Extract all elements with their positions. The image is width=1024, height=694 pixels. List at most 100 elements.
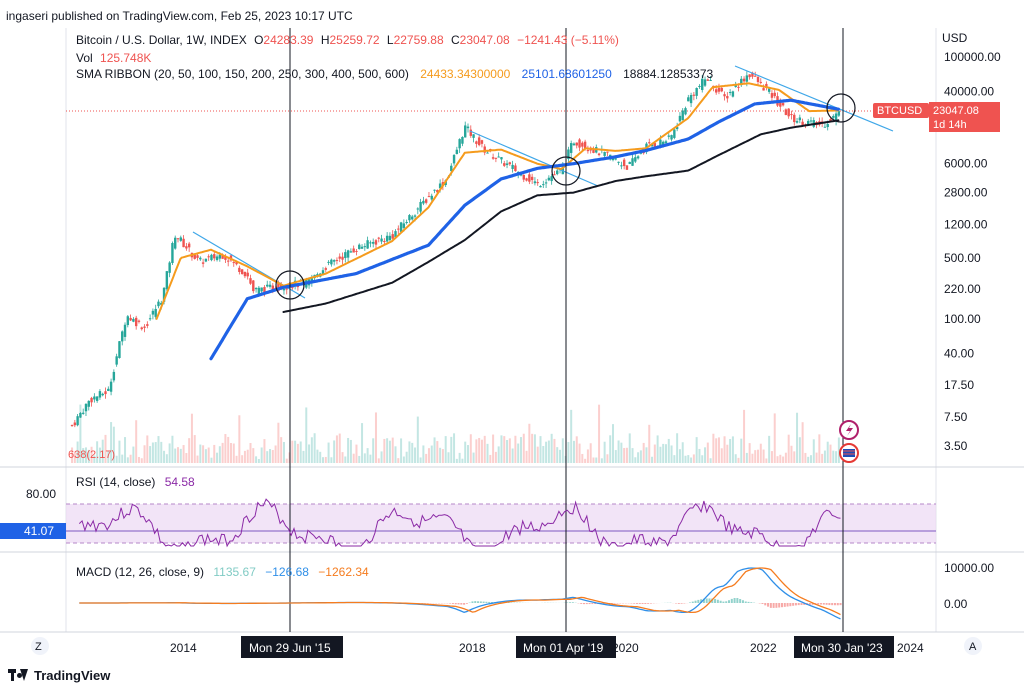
macd-hist-bar: [714, 598, 717, 603]
macd-hist-bar: [831, 603, 834, 606]
volume-bar: [174, 448, 177, 463]
volume-bar: [207, 447, 210, 463]
volume-bar: [386, 438, 389, 463]
volume-bar: [405, 451, 408, 463]
candle-body: [218, 254, 222, 259]
candle-body: [90, 397, 93, 403]
volume-bar: [185, 453, 188, 463]
volume-bar: [137, 456, 140, 463]
volume-bar: [547, 440, 550, 463]
volume-bar: [809, 455, 812, 463]
volume-bar: [609, 435, 612, 463]
volume-bar: [98, 447, 101, 463]
candle-body: [692, 94, 696, 96]
candle-body: [748, 74, 751, 78]
candle-body: [121, 331, 124, 342]
candle-body: [742, 78, 746, 82]
volume-bar: [224, 434, 227, 463]
candle-body: [659, 139, 662, 146]
volume-bar: [617, 440, 620, 463]
volume-bar: [467, 445, 470, 463]
price-candles: [70, 71, 841, 428]
candle-body: [806, 120, 810, 126]
macd-hist-bar: [780, 603, 783, 608]
volume-bar: [472, 452, 475, 463]
volume-bar: [347, 437, 350, 463]
candle-body: [176, 238, 180, 240]
candle-body: [324, 268, 327, 270]
volume-overlay-label: 638(2.17): [68, 449, 115, 461]
price-tick: 220.00: [944, 282, 981, 296]
candle-body: [257, 287, 261, 295]
macd-hist-bar: [694, 600, 697, 603]
rsi-cursor-tag: [0, 523, 66, 539]
volume-bar: [227, 436, 230, 463]
macd-hist-bar: [571, 602, 574, 603]
macd-hist-bar: [833, 603, 836, 606]
volume-bar: [257, 458, 260, 463]
volume-bar: [124, 437, 127, 463]
candle-body: [667, 135, 670, 137]
volume-bar: [277, 422, 280, 463]
volume-bar: [341, 452, 344, 463]
volume-bar: [450, 436, 453, 463]
cross-circle-2023: [826, 93, 856, 123]
candle-body: [514, 165, 517, 172]
macd-hist-bar: [808, 603, 811, 605]
volume-bar: [302, 450, 305, 463]
volume-bar: [358, 455, 361, 463]
macd-hist-bar: [739, 599, 742, 603]
tradingview-footer[interactable]: TradingView: [8, 668, 110, 683]
macd-hist-bar: [588, 603, 591, 605]
volume-bar: [737, 457, 740, 463]
candle-body: [793, 114, 796, 123]
volume-bar: [352, 453, 355, 463]
price-tick: 3.50: [944, 439, 968, 453]
candle-body: [455, 149, 459, 155]
volume-bar: [773, 413, 776, 463]
volume-bar: [522, 433, 525, 463]
candle-body: [416, 208, 420, 210]
price-axis-ticks[interactable]: 100000.0040000.0017500.006000.002800.001…: [944, 50, 1001, 453]
volume-bar: [678, 449, 681, 463]
candle-body: [617, 161, 620, 163]
candle-body: [542, 184, 545, 186]
candle-body: [405, 221, 408, 223]
volume-bar: [414, 447, 417, 463]
volume-bar: [712, 433, 715, 463]
volume-bar: [165, 454, 168, 463]
candle-body: [572, 143, 576, 146]
volume-bar: [807, 456, 810, 463]
volume-bar: [508, 438, 511, 463]
volume-bar: [458, 452, 461, 463]
candle-body: [759, 81, 762, 83]
macd-tick-high: 10000.00: [944, 561, 994, 575]
macd-hist-bar: [789, 603, 792, 607]
price-tick: 40.00: [944, 347, 974, 361]
zoom-auto-button[interactable]: [31, 637, 49, 655]
candle-body: [472, 134, 475, 138]
macd-hist-bar: [736, 598, 739, 603]
volume-bar: [469, 434, 472, 463]
candle-body: [494, 157, 498, 159]
volume-bar: [575, 436, 578, 463]
candle-body: [553, 174, 556, 176]
volume-bar: [76, 441, 79, 463]
volume-bar: [492, 434, 495, 463]
candle-body: [352, 248, 355, 253]
volume-bar: [715, 438, 718, 463]
volume-bar: [559, 449, 562, 463]
volume-bar: [104, 434, 107, 463]
volume-bar: [427, 448, 430, 463]
volume-bar: [793, 451, 796, 463]
volume-bar: [706, 442, 709, 463]
macd-hist-bar: [594, 603, 597, 605]
candle-body: [544, 182, 548, 184]
candle-body: [754, 75, 757, 77]
candle-body: [293, 280, 297, 287]
volume-bar: [556, 447, 559, 463]
volume-bar: [804, 452, 807, 463]
volume-bar: [377, 458, 380, 463]
auto-scale-button[interactable]: [964, 637, 982, 655]
